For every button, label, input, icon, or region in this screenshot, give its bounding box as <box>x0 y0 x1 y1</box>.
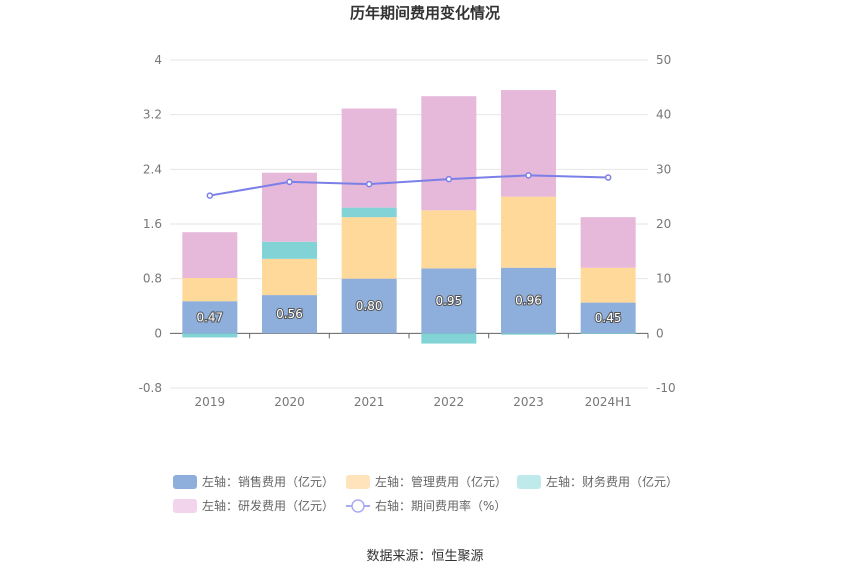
right-tick-label: -10 <box>656 381 676 395</box>
bar-segment <box>501 267 556 334</box>
bar-segment <box>341 207 397 218</box>
bar-segment <box>421 333 477 344</box>
bar-segment <box>501 333 556 335</box>
bar-segment <box>580 333 636 335</box>
x-tick-label: 2022 <box>434 395 465 409</box>
bar-segment <box>182 333 238 338</box>
left-tick-label: 4 <box>154 53 162 67</box>
legend-swatch <box>517 475 541 489</box>
bar-segment <box>262 258 317 296</box>
bar-value-label: 0.96 <box>515 294 542 308</box>
right-axis: 50 40 30 20 10 0 -10 <box>656 53 676 395</box>
data-labels: 0.47 0.56 0.80 0.95 0.96 0.45 <box>195 293 622 326</box>
bar-segment <box>262 295 317 334</box>
rate-point <box>525 172 532 179</box>
left-tick-label: 0.8 <box>143 272 162 286</box>
bar-value-label: 0.80 <box>356 299 383 313</box>
rate-line-path <box>209 174 609 197</box>
rate-line <box>206 172 612 199</box>
right-tick-label: 20 <box>656 217 671 231</box>
right-tick-label: 40 <box>656 108 671 122</box>
source-note: 数据来源：恒生聚源 <box>366 549 483 564</box>
bar-segment <box>580 267 636 303</box>
bar-segment <box>262 241 317 259</box>
rate-point <box>286 178 293 186</box>
left-tick-label: 1.6 <box>143 217 162 231</box>
left-tick-label: 2.4 <box>143 162 162 176</box>
legend-label: 左轴：管理费用（亿元） <box>375 474 507 489</box>
x-axis: 2019 2020 2021 2022 2023 2024H1 <box>195 395 632 409</box>
bars <box>182 90 636 344</box>
bar-segment <box>580 217 636 268</box>
bar-segment <box>421 96 477 211</box>
legend-marker <box>351 499 365 513</box>
bar-segment <box>341 217 397 279</box>
chart-title: 历年期间费用变化情况 <box>350 4 500 22</box>
x-tick-label: 2024H1 <box>585 395 632 409</box>
bar-segment <box>182 232 238 278</box>
right-tick-label: 0 <box>656 326 664 340</box>
legend-swatch <box>173 475 197 489</box>
bar-value-label: 0.56 <box>276 307 303 321</box>
x-tick-label: 2021 <box>354 395 385 409</box>
bar-segment <box>341 278 397 334</box>
bar-segment <box>580 302 636 334</box>
x-tick-label: 2023 <box>513 395 544 409</box>
bar-segment <box>182 277 238 302</box>
bar-value-label: 0.45 <box>595 311 622 325</box>
legend-label: 左轴：财务费用（亿元） <box>546 474 678 489</box>
bar-segment <box>501 90 556 197</box>
right-tick-label: 50 <box>656 53 671 67</box>
legend-label: 左轴：研发费用（亿元） <box>202 498 334 513</box>
legend-swatch <box>346 475 370 489</box>
legend-label: 右轴：期间费用率（%） <box>375 498 506 513</box>
rate-point <box>365 180 373 188</box>
right-tick-label: 10 <box>656 272 671 286</box>
bar-value-label: 0.95 <box>435 294 462 308</box>
bar-segment <box>182 301 238 334</box>
bar-segment <box>501 196 556 268</box>
legend-swatch <box>173 499 197 513</box>
left-axis: 4 3.2 2.4 1.6 0.8 0 -0.8 <box>139 53 162 395</box>
x-tick-label: 2020 <box>274 395 305 409</box>
x-tick-label: 2019 <box>195 395 226 409</box>
left-tick-label: 3.2 <box>143 108 162 122</box>
left-tick-label: -0.8 <box>139 381 162 395</box>
bar-value-label: 0.47 <box>196 310 223 324</box>
bar-segment <box>421 210 477 269</box>
bar-segment <box>341 108 397 208</box>
legend-label: 左轴：销售费用（亿元） <box>202 474 334 489</box>
right-tick-label: 30 <box>656 162 671 176</box>
rate-point <box>604 174 612 181</box>
legend: 左轴：销售费用（亿元） 左轴：管理费用（亿元） 左轴：财务费用（亿元） 左轴：研发费用… <box>173 474 678 513</box>
rate-point <box>206 192 214 199</box>
left-tick-label: 0 <box>154 326 162 340</box>
rate-point <box>445 175 453 183</box>
bar-segment <box>421 268 477 334</box>
grid <box>170 59 649 389</box>
